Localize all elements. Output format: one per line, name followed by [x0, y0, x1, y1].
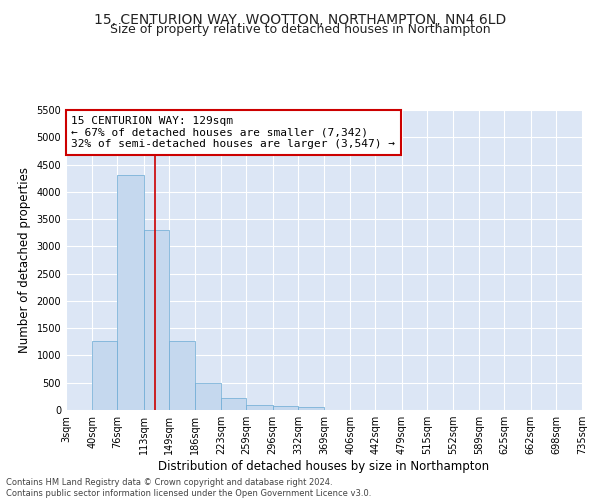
Bar [143, 230, 169, 410]
Bar [169, 340, 195, 410]
Bar [92, 340, 118, 410]
Text: 15, CENTURION WAY, WOOTTON, NORTHAMPTON, NN4 6LD: 15, CENTURION WAY, WOOTTON, NORTHAMPTON,… [94, 12, 506, 26]
Text: Size of property relative to detached houses in Northampton: Size of property relative to detached ho… [110, 24, 490, 36]
Text: Contains HM Land Registry data © Crown copyright and database right 2024.
Contai: Contains HM Land Registry data © Crown c… [6, 478, 371, 498]
Bar [272, 406, 298, 410]
Bar [247, 405, 272, 410]
Text: 15 CENTURION WAY: 129sqm
← 67% of detached houses are smaller (7,342)
32% of sem: 15 CENTURION WAY: 129sqm ← 67% of detach… [71, 116, 395, 149]
Bar [221, 398, 247, 410]
Y-axis label: Number of detached properties: Number of detached properties [18, 167, 31, 353]
Bar [118, 176, 143, 410]
Bar [298, 407, 324, 410]
Bar [195, 384, 221, 410]
X-axis label: Distribution of detached houses by size in Northampton: Distribution of detached houses by size … [158, 460, 490, 473]
